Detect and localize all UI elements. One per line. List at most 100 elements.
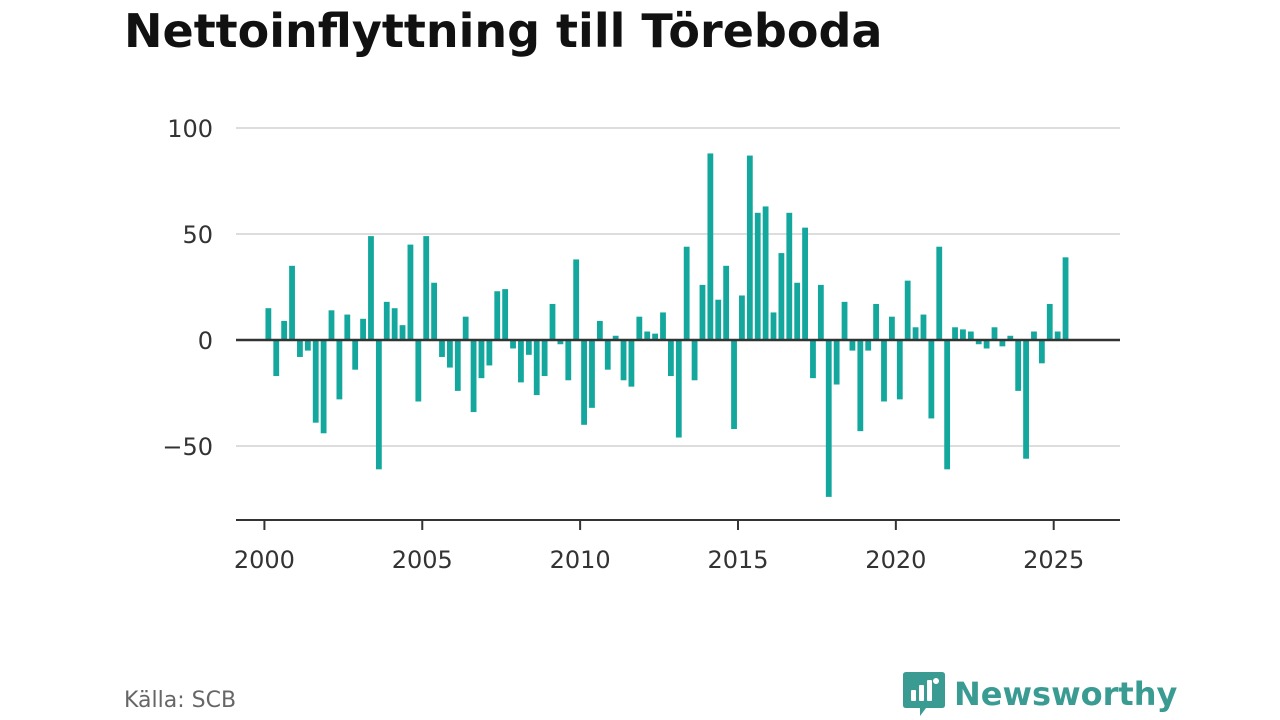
bar [746, 155, 753, 340]
bar [904, 280, 911, 340]
bar [462, 316, 469, 340]
bar [683, 246, 690, 340]
x-tick-label: 2010 [550, 546, 611, 574]
bar [549, 303, 556, 340]
bar [344, 314, 351, 340]
bar [644, 331, 651, 340]
axes [236, 338, 1120, 530]
bar [1023, 340, 1029, 459]
bar [952, 327, 958, 340]
newsworthy-logo[interactable]: Newsworthy [902, 670, 1177, 718]
bar [478, 340, 485, 379]
bar [794, 282, 801, 340]
y-tick-label: 50 [182, 221, 213, 249]
bar [833, 340, 840, 385]
bar [754, 212, 761, 340]
bar [391, 308, 398, 340]
brand-name: Newsworthy [954, 675, 1178, 713]
bar [1038, 340, 1045, 364]
bar [281, 320, 288, 340]
bar [454, 340, 461, 391]
bar [565, 340, 572, 381]
bar [439, 340, 445, 357]
bar [518, 340, 524, 383]
bar [731, 340, 737, 430]
bar [415, 340, 422, 402]
bar [604, 340, 611, 370]
bar [620, 340, 627, 381]
bar [991, 327, 998, 340]
bar [486, 340, 493, 366]
bar [675, 340, 682, 438]
newsworthy-chat-icon [903, 672, 945, 716]
bar [312, 340, 319, 423]
bar [383, 301, 390, 340]
bar [1054, 331, 1061, 340]
bar [612, 335, 619, 340]
bar [778, 253, 785, 340]
bar [920, 314, 927, 340]
bar [1015, 340, 1022, 391]
bar [289, 265, 295, 340]
x-tick-label: 2015 [707, 546, 768, 574]
bar [944, 340, 951, 470]
bar [936, 246, 943, 340]
bar [533, 340, 540, 396]
bar [525, 340, 532, 355]
bar [825, 340, 832, 497]
bar [360, 318, 366, 340]
bar [857, 340, 864, 432]
source-note: Källa: SCB [124, 688, 237, 713]
bar [691, 340, 698, 381]
bar [589, 340, 595, 408]
bar [541, 340, 548, 377]
bar [960, 329, 966, 340]
bar [841, 301, 848, 340]
bar [849, 340, 856, 351]
bar [707, 153, 714, 340]
bar [1062, 257, 1069, 340]
x-tick-label: 2005 [392, 546, 453, 574]
x-tick-label: 2000 [234, 546, 295, 574]
bar [352, 340, 359, 370]
bar [975, 340, 982, 345]
bar [983, 340, 990, 349]
bar [573, 259, 580, 340]
bar [265, 308, 272, 340]
x-tick-label: 2020 [865, 546, 926, 574]
bar-chart: 100 50 0 −50 2000 2005 2010 2015 2020 2025 [162, 115, 1120, 574]
bar [581, 340, 587, 425]
bar [967, 331, 974, 340]
bar [928, 340, 935, 419]
bar [786, 212, 793, 340]
y-tick-label: −50 [162, 433, 213, 461]
bar [375, 340, 382, 470]
tick-labels: 100 50 0 −50 2000 2005 2010 2015 2020 2025 [162, 115, 1084, 574]
bar [636, 316, 643, 340]
bar [881, 340, 887, 402]
x-tick-label: 2025 [1023, 546, 1084, 574]
bar [762, 206, 769, 340]
chart-title: Nettoinflyttning till Töreboda [124, 4, 883, 58]
bar [273, 340, 280, 377]
bar [557, 340, 564, 345]
y-tick-label: 0 [198, 327, 213, 355]
bar [896, 340, 903, 400]
bar [596, 320, 603, 340]
bar [873, 303, 880, 340]
bar [431, 282, 438, 340]
bar [668, 340, 674, 377]
bar [328, 310, 335, 340]
bar [802, 227, 808, 340]
bar [510, 340, 516, 349]
bar [336, 340, 343, 400]
bar [699, 284, 706, 340]
bar [1031, 331, 1037, 340]
bar [407, 244, 414, 340]
bar [1046, 303, 1053, 340]
bar [628, 340, 635, 387]
bar [865, 340, 872, 351]
bar [652, 333, 659, 340]
bar [502, 289, 509, 340]
bar [297, 340, 303, 357]
